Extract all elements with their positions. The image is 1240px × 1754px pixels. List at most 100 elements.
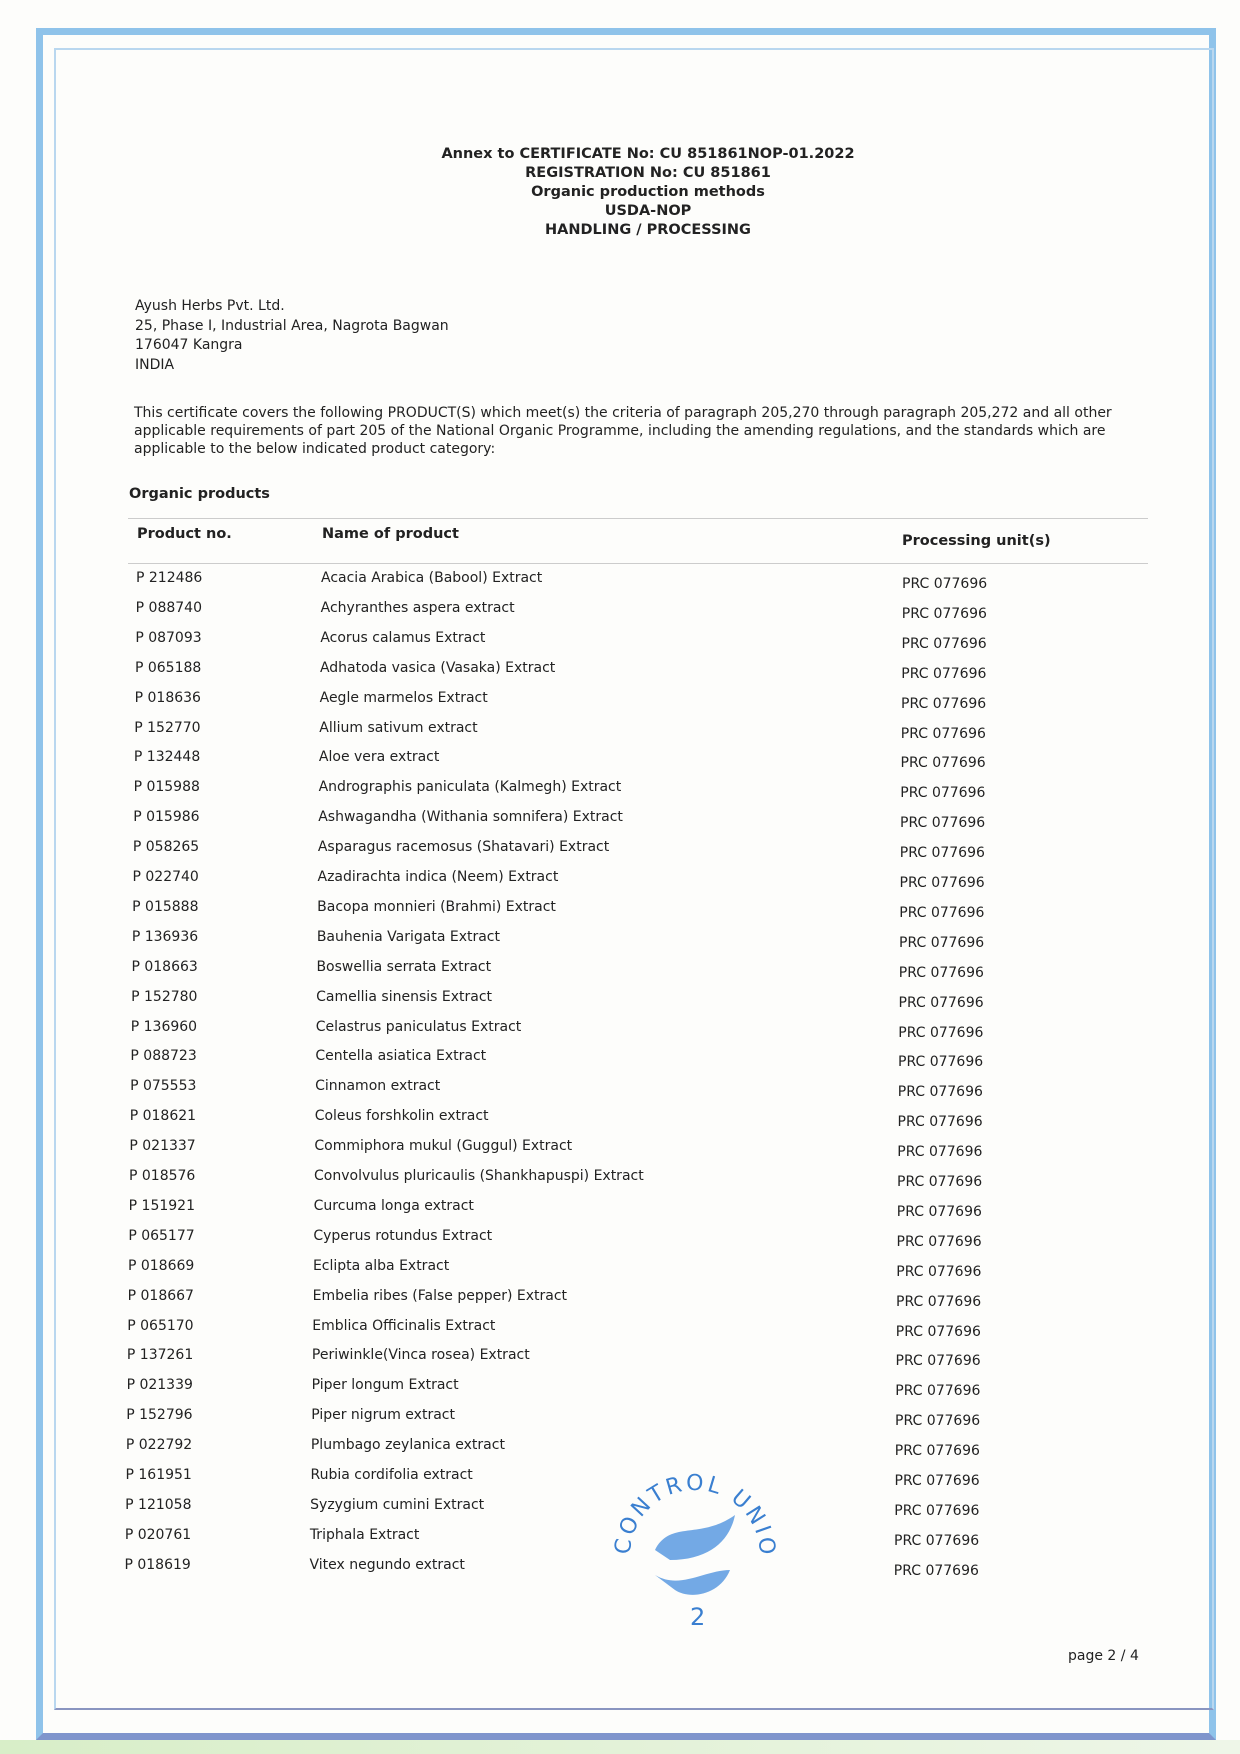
product-number-cell: P 058265 [132,839,200,856]
processing-unit-cell: PRC 077696 [894,1473,980,1489]
product-number-cell: P 212486 [136,570,203,586]
product-name-cell: Coleus forshkolin extract [314,1108,489,1125]
product-number-cell: P 136936 [131,928,199,945]
processing-unit-cell: PRC 077696 [895,1353,981,1370]
product-number-cell: P 015988 [133,779,200,796]
product-number-cell: P 022792 [125,1437,193,1454]
table-row: P 022740 Azadirachta indica (Neem) Extrac… [0,869,1240,899]
processing-unit-cell: PRC 077696 [894,1502,980,1519]
processing-unit-cell: PRC 077696 [895,1323,981,1340]
product-name-cell: Andrographis paniculata (Kalmegh) Extrac… [318,779,622,796]
product-number-cell: P 021337 [129,1138,196,1155]
processing-unit-cell: PRC 077696 [898,994,984,1011]
table-row: P 018667 Embelia ribes (False pepper) Ext… [0,1288,1240,1318]
processing-unit-cell: PRC 077696 [899,875,985,891]
table-row: P 137261 Periwinkle(Vinca rosea) Extract P… [0,1347,1240,1377]
processing-unit-cell: PRC 077696 [900,755,986,772]
product-number-cell: P 065188 [134,659,202,676]
product-name-cell: Celastrus paniculatus Extract [315,1018,522,1035]
product-name-cell: Cinnamon extract [315,1078,441,1095]
column-header-name: Name of product [322,526,459,542]
product-number-cell: P 015888 [132,898,199,915]
processing-unit-cell: PRC 077696 [901,635,987,652]
product-name-cell: Aegle marmelos Extract [319,689,488,706]
product-name-cell: Azadirachta indica (Neem) Extract [317,869,559,885]
table-row: P 212486 Acacia Arabica (Babool) Extract P… [0,570,1240,600]
address-line: Ayush Herbs Pvt. Ltd. [135,298,285,314]
table-row: P 018619 Vitex negundo extract PRC 077696 [0,1557,1240,1587]
processing-unit-cell: PRC 077696 [896,1263,982,1280]
product-number-cell: P 087093 [135,629,202,646]
product-number-cell: P 137261 [126,1347,194,1364]
processing-unit-cell: PRC 077696 [898,964,984,981]
product-name-cell: Embelia ribes (False pepper) Extract [312,1287,568,1304]
product-name-cell: Boswellia serrata Extract [316,958,492,975]
intro-paragraph: This certificate covers the following PR… [134,405,1112,457]
product-name-cell: Adhatoda vasica (Vasaka) Extract [319,659,556,676]
table-row: P 018621 Coleus forshkolin extract PRC 077… [0,1108,1240,1138]
table-row: P 152770 Allium sativum extract PRC 077696 [0,720,1240,750]
table-row: P 161951 Rubia cordifolia extract PRC 0776… [0,1467,1240,1497]
processing-unit-cell: PRC 077696 [901,695,987,712]
processing-unit-cell: PRC 077696 [899,845,985,862]
table-row: P 058265 Asparagus racemosus (Shatavari) … [0,839,1240,869]
processing-unit-cell: PRC 077696 [902,576,988,592]
header-line: USDA-NOP [604,203,692,219]
product-number-cell: P 020761 [124,1526,192,1543]
product-name-cell: Periwinkle(Vinca rosea) Extract [311,1347,530,1364]
product-number-cell: P 152796 [126,1407,193,1424]
product-number-cell: P 088740 [135,599,202,616]
processing-unit-cell: PRC 077696 [896,1233,982,1250]
product-name-cell: Aloe vera extract [318,749,440,766]
product-number-cell: P 075553 [130,1078,197,1095]
product-name-cell: Triphala Extract [309,1526,420,1543]
header-line: Annex to CERTIFICATE No: CU 851861NOP-01… [441,146,855,162]
product-name-cell: Ashwagandha (Withania somnifera) Extract [318,809,623,826]
product-number-cell: P 152780 [131,988,198,1005]
product-name-cell: Vitex negundo extract [309,1556,465,1573]
control-union-stamp: CONTROL UNION 2 [610,1460,777,1630]
header-line: Organic production methods [531,184,765,200]
product-name-cell: Piper nigrum extract [311,1407,455,1424]
processing-unit-cell: PRC 077696 [899,904,985,921]
processing-unit-cell: PRC 077696 [897,1144,983,1161]
product-name-cell: Acacia Arabica (Babool) Extract [321,570,543,586]
table-row: P 121058 Syzygium cumini Extract PRC 07769… [0,1497,1240,1527]
product-number-cell: P 088723 [130,1048,197,1065]
stamp-number: 2 [690,1603,705,1630]
processing-unit-cell: PRC 077696 [896,1293,982,1310]
product-name-cell: Commiphora mukul (Guggul) Extract [314,1138,573,1155]
processing-unit-cell: PRC 077696 [894,1532,980,1549]
processing-unit-cell: PRC 077696 [898,1054,984,1071]
product-number-cell: P 065170 [127,1317,194,1334]
processing-unit-cell: PRC 077696 [893,1562,979,1579]
processing-unit-cell: PRC 077696 [896,1203,982,1220]
address-line: INDIA [135,356,175,373]
page-number: page 2 / 4 [1068,1648,1139,1664]
product-name-cell: Plumbago zeylanica extract [310,1437,505,1454]
product-number-cell: P 018576 [129,1168,196,1184]
product-number-cell: P 021339 [126,1377,193,1394]
header-line: REGISTRATION No: CU 851861 [525,165,771,181]
product-name-cell: Asparagus racemosus (Shatavari) Extract [317,839,610,856]
bottom-strip [0,1740,1240,1754]
table-row: P 088740 Achyranthes aspera extract PRC 07… [0,600,1240,630]
processing-unit-cell: PRC 077696 [899,934,985,951]
table-row: P 021339 Piper longum Extract PRC 077696 [0,1377,1240,1407]
table-row: P 015986 Ashwagandha (Withania somnifera)… [0,809,1240,839]
table-row: P 065177 Cyperus rotundus Extract PRC 0776… [0,1228,1240,1258]
table-row: P 151921 Curcuma longa extract PRC 077696 [0,1198,1240,1228]
product-name-cell: Acorus calamus Extract [320,629,486,646]
column-header-processing-unit: Processing unit(s) [902,533,1051,549]
processing-unit-cell: PRC 077696 [897,1174,983,1190]
table-row: P 152780 Camellia sinensis Extract PRC 077… [0,989,1240,1019]
table-row: P 088723 Centella asiatica Extract PRC 077… [0,1048,1240,1078]
table-row: P 018576 Convolvulus pluricaulis (Shankha… [0,1168,1240,1198]
column-header-product-no: Product no. [137,526,232,542]
processing-unit-cell: PRC 077696 [895,1383,981,1400]
processing-unit-cell: PRC 077696 [897,1114,983,1131]
product-name-cell: Achyranthes aspera extract [320,599,515,616]
processing-unit-cell: PRC 077696 [900,785,986,802]
processing-unit-cell: PRC 077696 [900,815,986,832]
table-row: P 022792 Plumbago zeylanica extract PRC 07… [0,1437,1240,1467]
